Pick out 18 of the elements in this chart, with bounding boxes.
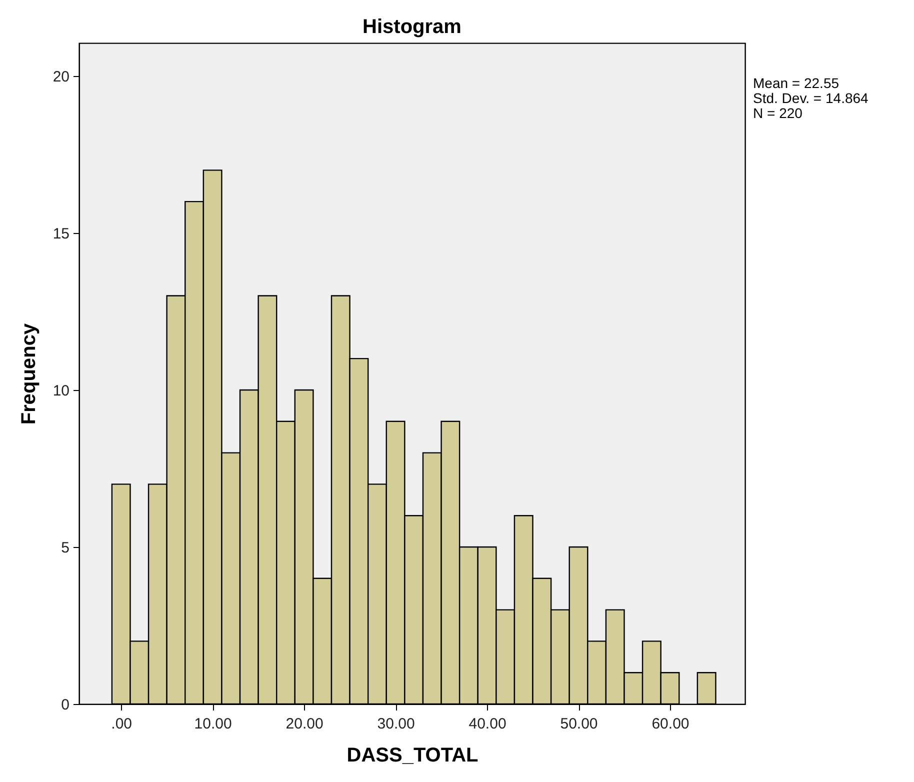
- chart-title: Histogram: [362, 16, 462, 38]
- y-tick-label: 15: [52, 225, 70, 242]
- y-tick-label: 5: [61, 539, 70, 556]
- text: Std. Dev. = 14.864: [753, 90, 869, 106]
- x-axis-title: DASS_TOTAL: [346, 744, 478, 766]
- x-tick-label: .00: [111, 716, 132, 732]
- x-tick-label: 50.00: [560, 716, 598, 732]
- y-tick-label: 0: [61, 696, 70, 714]
- x-tick-label: 20.00: [286, 716, 324, 732]
- x-tick-label: 60.00: [652, 716, 690, 732]
- y-tick-label: 20: [52, 68, 70, 86]
- x-tick-label: 40.00: [468, 716, 506, 732]
- x-tick-label: 30.00: [377, 716, 415, 732]
- text: Mean = 22.55: [753, 75, 840, 91]
- y-tick-label: 10: [52, 382, 70, 400]
- x-tick-label: 10.00: [194, 716, 232, 732]
- y-axis-title: Frequency: [18, 322, 40, 425]
- text: N = 220: [753, 105, 803, 121]
